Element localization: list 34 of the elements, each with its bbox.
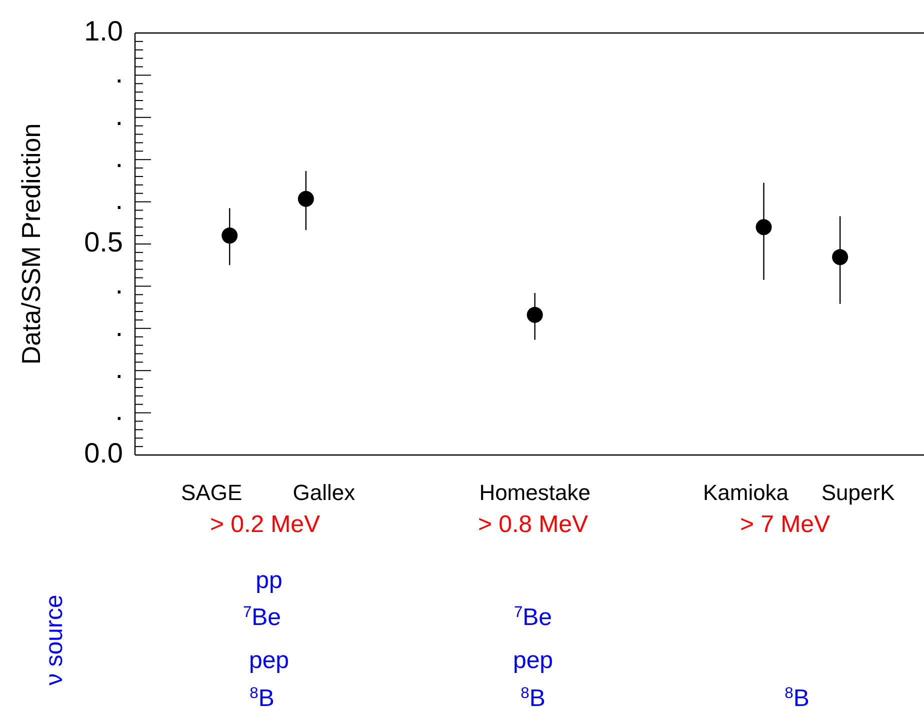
y-tick-label: 1.0 — [84, 15, 123, 46]
y-tick-label: . — [115, 58, 123, 89]
point — [832, 249, 848, 266]
text: > 7 MeV — [740, 511, 830, 538]
y-tick-label: . — [115, 395, 123, 426]
y-tick-label: . — [115, 100, 123, 131]
x-tick-label: SAGE — [181, 480, 242, 505]
x-tick-label: SuperK — [821, 480, 896, 505]
y-tick-label: 0.0 — [84, 437, 123, 468]
text: pep — [512, 647, 554, 674]
point — [526, 306, 543, 323]
text: pp — [256, 567, 282, 594]
point — [222, 228, 238, 244]
text: $^{7}$Be — [514, 604, 552, 631]
point — [298, 190, 314, 207]
y-tick-label: . — [115, 268, 123, 300]
y-tick-label: . — [115, 142, 123, 173]
text: pep — [248, 647, 290, 674]
text: $^{8}$B — [250, 684, 274, 712]
y-axis-title: Data/SSM Prediction — [16, 123, 46, 365]
text: $^{8}$B — [520, 684, 546, 712]
x-tick-label: Gallex — [292, 480, 356, 505]
x-tick-label: Homestake — [479, 480, 590, 505]
y-tick-label: . — [115, 184, 123, 216]
text: > 0.2 MeV — [210, 511, 320, 538]
text: $^{7}$Be — [242, 604, 282, 631]
text: ν source — [41, 594, 68, 686]
y-tick-label: . — [115, 310, 123, 342]
text: > 0.8 MeV — [478, 511, 588, 538]
y-tick-label: . — [115, 352, 123, 384]
y-tick-label: 0.5 — [84, 226, 123, 258]
point — [756, 219, 772, 236]
text: $^{8}$B — [784, 684, 810, 712]
x-tick-label: Kamioka — [702, 480, 790, 505]
